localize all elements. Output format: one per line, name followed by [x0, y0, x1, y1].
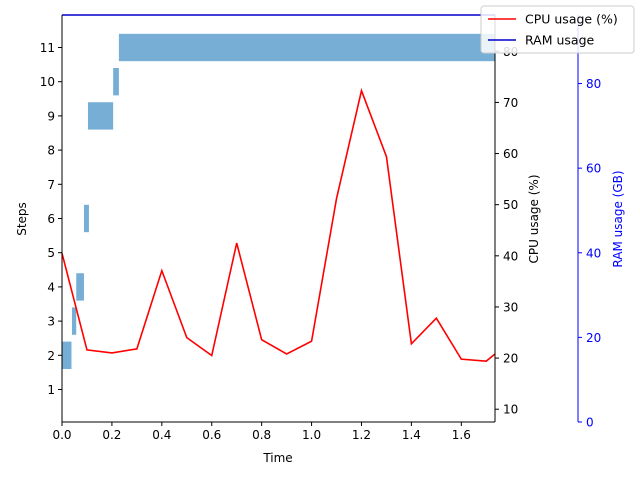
x-tick-label: 0.2 [102, 428, 121, 442]
legend-frame [480, 5, 635, 54]
x-tick-label: 1.4 [402, 428, 421, 442]
ram-tick-label: 0 [586, 416, 594, 430]
cpu-tick-label: 40 [503, 249, 518, 263]
cpu-tick-label: 20 [503, 352, 518, 366]
y-tick-label: 11 [40, 41, 55, 55]
cpu-tick-label: 60 [503, 147, 518, 161]
cpu-tick-label: 10 [503, 403, 518, 417]
y-tick-label: 9 [47, 109, 55, 123]
x-tick-label: 0.6 [202, 428, 221, 442]
y-tick-label: 10 [40, 75, 55, 89]
ticks: 0.0 0.2 0.4 0.6 0.8 1.0 1.2 1.4 1.6 1 2 3 4 5 6 7 8 9 10 11… [40, 41, 602, 442]
x-tick-label: 1.6 [452, 428, 471, 442]
x-tick-label: 1.0 [302, 428, 321, 442]
cpu-tick-label: 70 [503, 96, 518, 110]
y-tick-label: 4 [47, 280, 55, 294]
cpu-axis-label: CPU usage (%) [527, 174, 541, 263]
y-tick-label: 5 [47, 246, 55, 260]
ram-tick-label: 80 [586, 77, 601, 91]
x-tick-label: 0.8 [252, 428, 271, 442]
step-bars [62, 33, 496, 369]
ram-axis-label: RAM usage (GB) [611, 170, 625, 267]
y-tick-label: 7 [47, 178, 55, 192]
x-tick-label: 1.2 [352, 428, 371, 442]
step-bar-9 [87, 102, 114, 130]
cpu-tick-label: 30 [503, 300, 518, 314]
x-axis-label: Time [262, 451, 292, 465]
step-bar-10 [113, 68, 119, 96]
cpu-tick-label: 50 [503, 198, 518, 212]
step-bar-4 [76, 273, 84, 301]
legend-label-cpu: CPU usage (%) [525, 12, 618, 27]
y-tick-label: 2 [47, 349, 55, 363]
ram-tick-label: 20 [586, 331, 601, 345]
step-bar-6 [83, 204, 89, 233]
x-tick-label: 0.4 [152, 428, 171, 442]
y-axis-label: Steps [15, 202, 29, 236]
step-bar-2 [62, 341, 72, 369]
y-tick-label: 1 [47, 383, 55, 397]
ram-tick-label: 40 [586, 246, 601, 260]
legend: CPU usage (%) RAM usage [480, 5, 635, 54]
y-tick-label: 8 [47, 144, 55, 158]
step-bar-3 [71, 307, 77, 335]
y-tick-label: 3 [47, 315, 55, 329]
legend-label-ram: RAM usage [525, 33, 595, 48]
cpu-usage-line [61, 87, 496, 362]
y-tick-label: 6 [47, 212, 55, 226]
ram-tick-label: 60 [586, 162, 601, 176]
step-bar-11 [118, 33, 496, 62]
series-lines [61, 14, 496, 362]
x-tick-label: 0.0 [52, 428, 71, 442]
